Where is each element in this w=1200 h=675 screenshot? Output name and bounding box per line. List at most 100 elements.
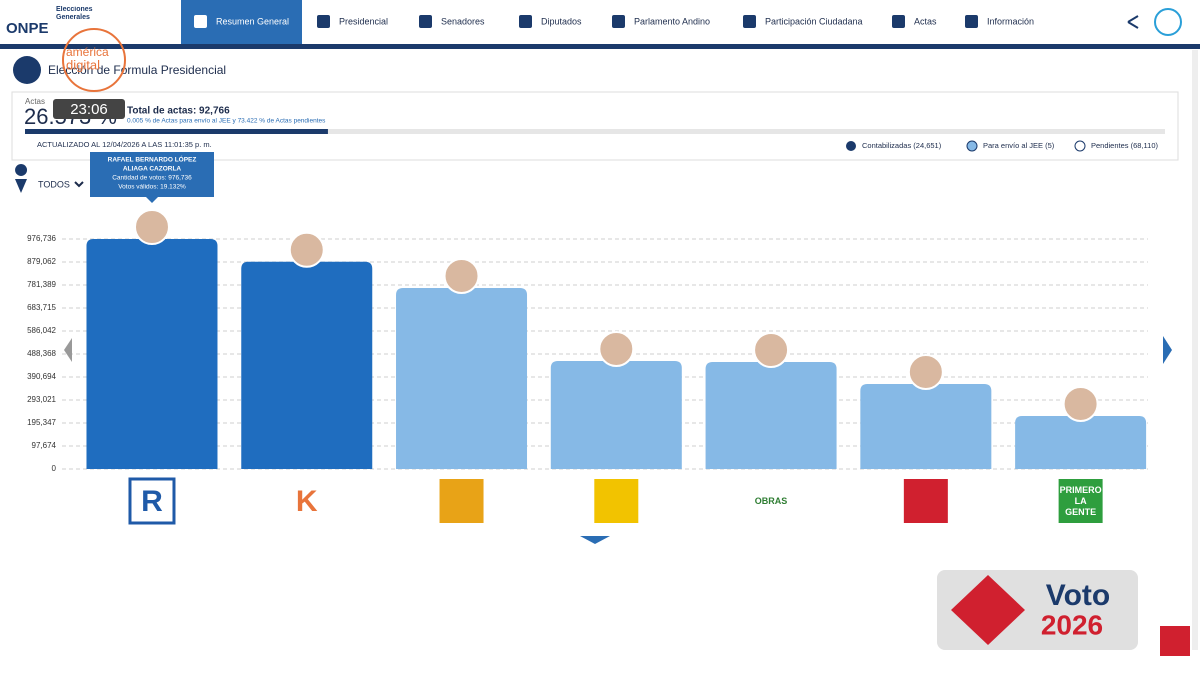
y-tick-label: 781,389: [27, 280, 56, 289]
candidate-photo: [443, 257, 480, 294]
subtitle: Elecciones Generales: [56, 6, 93, 21]
legend-dot: [1074, 140, 1086, 152]
party-logo-label: K: [295, 484, 318, 518]
tooltip-name: ALIAGA CAZORLA: [123, 166, 182, 173]
bar: [860, 383, 992, 469]
next-arrow[interactable]: [1163, 336, 1172, 364]
party-logo: [594, 479, 639, 523]
page-title: Elección de Fórmula Presidencial: [48, 63, 226, 77]
nav-item[interactable]: Participación Ciudadana: [765, 16, 863, 26]
bar: [1015, 415, 1147, 469]
updated: ACTUALIZADO AL 12/04/2026 A LAS 11:01:35…: [37, 140, 212, 149]
voto-year: 2026: [1041, 609, 1103, 640]
down-arrow[interactable]: [580, 536, 610, 544]
y-tick-label: 390,694: [27, 372, 56, 381]
y-tick-label: 586,042: [27, 326, 56, 335]
prev-arrow[interactable]: [64, 338, 72, 362]
candidate-photo: [598, 330, 635, 367]
legend-dot: [846, 141, 856, 151]
detail: 0.005 % de Actas para envío al JEE y 73.…: [127, 118, 326, 125]
bar: [550, 360, 682, 469]
candidate-photo: [1062, 385, 1099, 422]
nav-item[interactable]: Senadores: [441, 16, 485, 26]
nav-item[interactable]: Diputados: [541, 16, 582, 26]
bar: [241, 261, 373, 469]
nav-icon: [743, 15, 756, 28]
y-tick-label: 0: [52, 464, 57, 473]
party-logo-label: PRIMERO LA GENTE: [1059, 484, 1102, 517]
nav-icon: [194, 15, 207, 28]
nav-item[interactable]: Actas: [914, 16, 937, 26]
y-tick-label: 683,715: [27, 303, 56, 312]
nav-item[interactable]: Información: [987, 16, 1034, 26]
candidate-photo: [753, 331, 790, 368]
channel-logo: américa: [66, 45, 109, 59]
header-border: [0, 44, 1200, 49]
party-name: OBRAS: [754, 495, 788, 506]
party-name: R: [141, 484, 163, 518]
party-name: K: [295, 484, 318, 518]
nav-icon: [519, 15, 532, 28]
nav-icon: [612, 15, 625, 28]
tooltip-arrow: [146, 197, 158, 203]
candidate-photo: [288, 231, 325, 268]
voto-text: Voto: [1046, 579, 1110, 612]
bar: [705, 361, 837, 469]
party-logo-label: OBRAS: [754, 495, 788, 506]
nav-icon: [317, 15, 330, 28]
accessibility-icon[interactable]: [1154, 8, 1182, 36]
party-logo: [439, 479, 484, 523]
tooltip-valid: Votos válidos: 19.132%: [118, 184, 186, 191]
brand: ONPE: [6, 20, 49, 37]
legend-dot: [966, 140, 978, 152]
nav-item[interactable]: Presidencial: [339, 16, 388, 26]
channel-ring: [62, 28, 126, 92]
nav-icon: [965, 15, 978, 28]
progress-track: [25, 129, 1165, 134]
party-logo: [903, 479, 948, 523]
y-tick-label: 879,062: [27, 257, 56, 266]
location-icon: [15, 164, 28, 193]
party-logo: [1058, 479, 1103, 523]
nav-icon: [892, 15, 905, 28]
share-icon[interactable]: [1127, 15, 1139, 29]
y-tick-label: 488,368: [27, 349, 56, 358]
party-logo: [284, 479, 329, 523]
y-tick-label: 195,347: [27, 418, 56, 427]
scrollbar: [1192, 50, 1198, 650]
nav-icon: [419, 15, 432, 28]
channel-logo: digital: [66, 57, 100, 72]
legend-item: Contabilizadas (24,651): [862, 141, 942, 150]
bar: [396, 287, 528, 469]
filter-caret[interactable]: [74, 181, 84, 188]
y-tick-label: 293,021: [27, 395, 56, 404]
total-actas: Total de actas: 92,766: [127, 106, 230, 117]
chart: 0 97,674 195,347 293,021 390,694 488,368 586,0…: [27, 209, 1148, 525]
party-logo: [128, 477, 176, 525]
emblem: [13, 56, 41, 84]
corner-logo: [1160, 626, 1190, 656]
tooltip-bg: [90, 152, 214, 197]
clock-bg: [53, 99, 125, 119]
clock: 23:06: [70, 101, 108, 118]
legend-item: Para envío al JEE (5): [983, 141, 1055, 150]
y-tick-label: 97,674: [32, 441, 57, 450]
candidate-photo: [133, 209, 170, 245]
nav-item[interactable]: Resumen General: [216, 16, 289, 26]
progress-bar: [25, 129, 328, 134]
voto-diamond: [951, 575, 1025, 645]
summary-panel: [11, 91, 1179, 161]
tooltip-votes: Cantidad de votos: 976,736: [112, 175, 192, 182]
filter[interactable]: TODOS: [38, 179, 70, 189]
candidate-photo: [907, 353, 944, 390]
party-name: PRIMERO LA GENTE: [1059, 484, 1102, 517]
tooltip-name: RAFAEL BERNARDO LÓPEZ: [108, 155, 197, 164]
subtitle-box: Elecciones Generales: [56, 6, 93, 21]
party-logo-label: R: [141, 484, 163, 518]
legend-item: Pendientes (68,110): [1091, 141, 1158, 150]
bar: [86, 239, 218, 469]
y-tick-label: 976,736: [27, 234, 56, 243]
nav-item[interactable]: Parlamento Andino: [634, 16, 710, 26]
